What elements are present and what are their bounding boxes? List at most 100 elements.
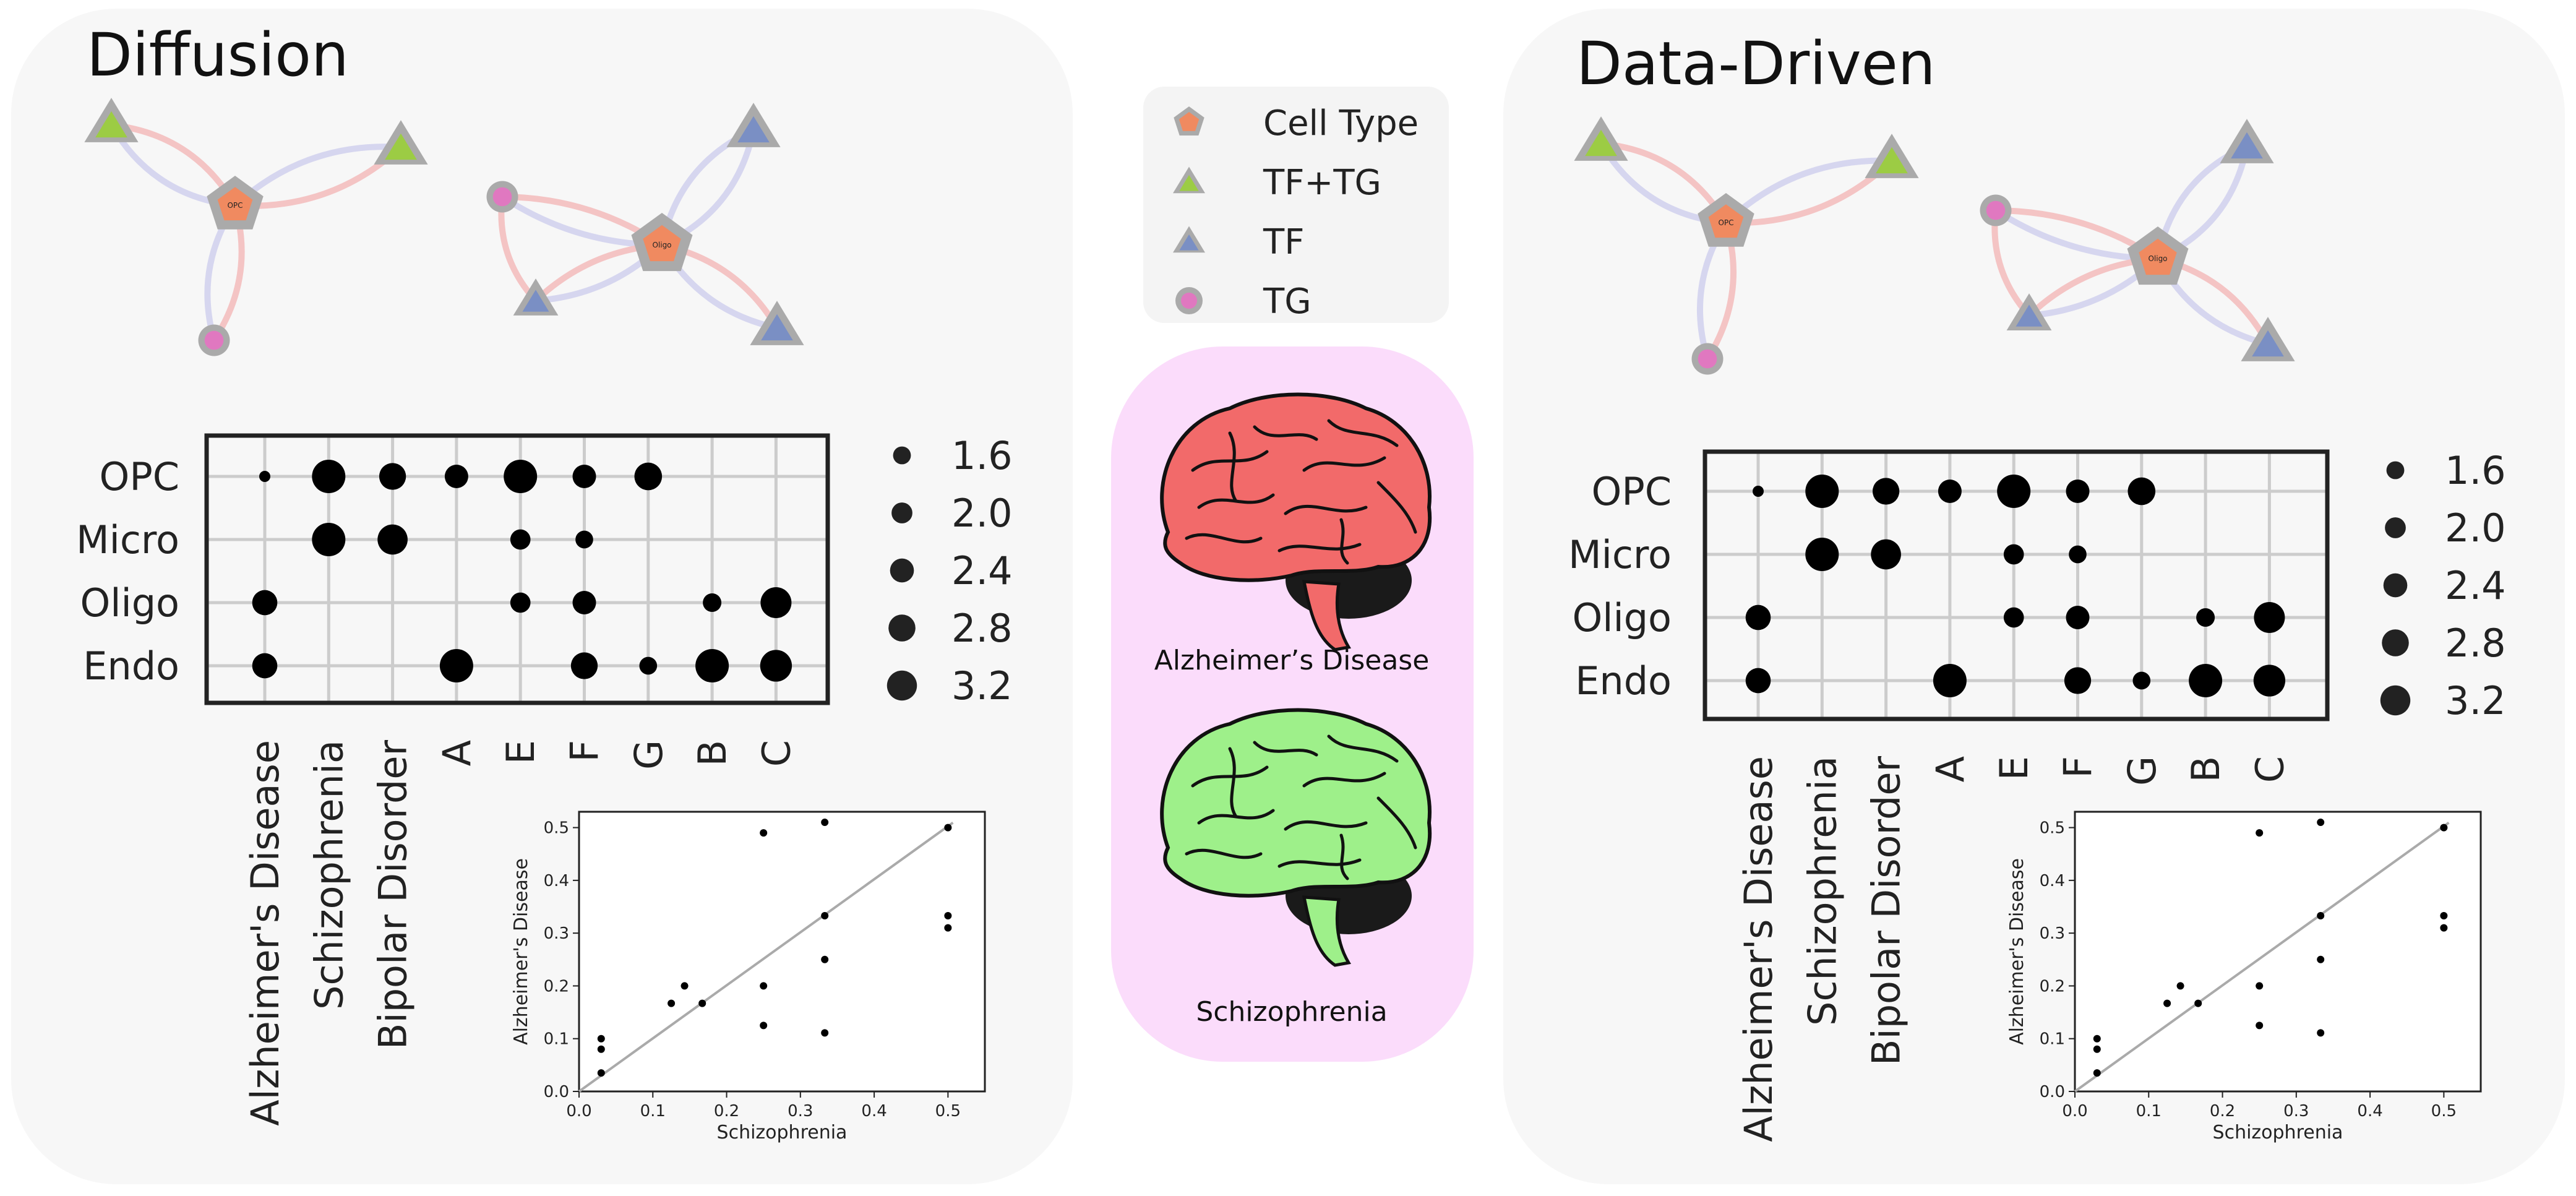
scatter-point	[2256, 1022, 2264, 1030]
scatter-point	[821, 955, 829, 963]
diffusion-scatter-plot: 0.0 0.1 0.2 0.3 0.4 0.5 0.0 0.1 0.2 0.3 0.4 0.5 Schi…	[510, 811, 986, 1143]
brain-sulcus	[1284, 504, 1368, 515]
dot-marker	[572, 465, 596, 488]
dot-marker	[570, 652, 598, 679]
column-label: A	[434, 740, 479, 766]
brain-sulcus	[1191, 765, 1269, 788]
brain-illustration	[1160, 392, 1432, 652]
scatter-point	[698, 999, 706, 1007]
dot-marker	[639, 656, 658, 675]
dot-marker	[259, 471, 270, 482]
network-node-tg	[204, 330, 224, 350]
size-legend-marker	[2383, 573, 2408, 598]
column-label: F	[2056, 756, 2101, 778]
dot-marker	[2253, 665, 2286, 697]
size-legend-label: 2.0	[2445, 506, 2506, 551]
legend-label: TF+TG	[1263, 163, 1381, 203]
row-label: Micro	[1568, 532, 1672, 577]
scatter-point	[680, 982, 689, 990]
scatter-point	[2317, 912, 2325, 920]
dot-marker	[1805, 538, 1839, 571]
dot-marker	[695, 649, 729, 682]
column-label: F	[562, 740, 608, 762]
dot-marker	[2003, 607, 2024, 628]
legend-triangle-marker	[1179, 174, 1199, 191]
data-driven-dot-matrix: OPC Micro Oligo Endo Alzheimer's Disease Schi…	[1568, 448, 2505, 1142]
size-legend-label: 2.8	[951, 606, 1013, 651]
x-tick-label: 0.0	[2062, 1102, 2087, 1121]
row-label: Endo	[1575, 658, 1672, 703]
dot-marker	[2069, 545, 2087, 564]
network-node-label: OPC	[227, 201, 243, 210]
legend-label: TG	[1263, 282, 1312, 322]
dot-marker	[2066, 606, 2090, 629]
y-tick-label: 0.0	[2040, 1083, 2065, 1101]
column-label: B	[2183, 756, 2228, 783]
column-label: Schizophrenia	[306, 740, 351, 1010]
network-node-tg	[1698, 349, 1717, 369]
brain-label: Schizophrenia	[1196, 996, 1387, 1028]
dot-marker	[510, 529, 531, 550]
network-node-tf-tg	[1876, 147, 1908, 174]
y-tick-label: 0.3	[2040, 924, 2065, 943]
x-tick-label: 0.5	[2431, 1102, 2457, 1121]
dot-marker	[1872, 478, 1900, 505]
dot-marker	[760, 587, 792, 618]
scatter-point	[944, 912, 952, 920]
size-legend-marker	[890, 558, 914, 583]
dot-marker	[1745, 604, 1771, 630]
dot-marker	[2132, 671, 2151, 690]
dot-marker	[1938, 480, 1962, 503]
column-label: C	[2247, 756, 2292, 783]
brain-sulcus	[1277, 858, 1362, 868]
size-legend-label: 1.6	[951, 433, 1013, 478]
network-node-label: OPC	[1718, 218, 1733, 227]
network-node-label: Oligo	[2148, 254, 2167, 263]
legend-circle-marker	[1181, 293, 1197, 309]
dot-marker	[1745, 668, 1771, 694]
column-label: Schizophrenia	[1800, 756, 1845, 1026]
x-tick-label: 0.4	[861, 1102, 887, 1121]
scatter-frame	[578, 811, 986, 1093]
column-label: Alzheimer's Disease	[243, 740, 288, 1126]
fit-line	[578, 821, 954, 1093]
network-node-cell	[643, 225, 681, 262]
x-tick-label: 0.4	[2357, 1102, 2382, 1121]
row-label: Oligo	[80, 580, 179, 626]
y-tick-label: 0.0	[544, 1083, 569, 1101]
network-node-tg	[1986, 200, 2006, 220]
x-tick-label: 0.3	[2283, 1102, 2309, 1121]
network-node-tg	[492, 187, 512, 207]
dot-matrix-frame	[1702, 449, 2330, 721]
column-label: G	[626, 740, 671, 770]
scatter-point	[944, 824, 952, 832]
size-legend-marker	[891, 502, 912, 523]
scatter-point	[2317, 1029, 2325, 1037]
data-driven-title: Data-Driven	[1576, 29, 1936, 98]
dot-marker	[377, 524, 408, 555]
scatter-point	[597, 1045, 605, 1053]
x-tick-label: 0.5	[935, 1102, 961, 1121]
brain-sulcus	[1376, 481, 1417, 534]
size-legend-label: 2.4	[951, 548, 1013, 593]
x-tick-label: 0.1	[640, 1102, 666, 1121]
scatter-point	[2256, 982, 2264, 990]
brain-sulcus	[1327, 734, 1399, 763]
column-label: G	[2119, 756, 2165, 786]
dot-marker	[252, 653, 278, 679]
y-axis-label: Alzheimer's Disease	[510, 858, 532, 1045]
legend-triangle-marker	[1179, 234, 1199, 251]
row-label: Micro	[76, 517, 179, 562]
brain-sulcus	[1339, 518, 1349, 565]
brain-illustrations: Alzheimer’s Disease Schizophrenia	[1154, 392, 1432, 1028]
network-node-cell	[2139, 238, 2177, 275]
brain-sulcus	[1302, 772, 1386, 788]
y-tick-label: 0.1	[2040, 1030, 2065, 1049]
brain-sulcus	[1277, 543, 1362, 553]
brain-sulcus	[1376, 796, 1417, 850]
column-label: B	[690, 740, 735, 767]
x-axis-label: Schizophrenia	[2213, 1122, 2343, 1143]
brain-label: Alzheimer’s Disease	[1154, 645, 1430, 676]
brain-sulcus	[1228, 431, 1238, 503]
